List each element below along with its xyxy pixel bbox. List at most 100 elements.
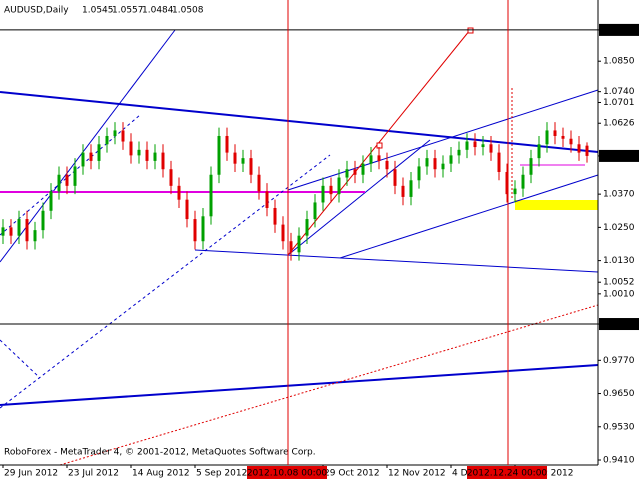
- candle-body: [401, 185, 405, 197]
- anchor: [467, 27, 474, 34]
- header-close: 1.0508: [172, 6, 204, 16]
- candle-body: [377, 155, 381, 161]
- candle-body: [297, 235, 301, 253]
- candle-body: [505, 171, 509, 195]
- candle-body: [513, 188, 517, 195]
- trendline: [0, 91, 599, 153]
- x-tick-label: 29 Jun 2012: [4, 469, 58, 479]
- y-tick-label: 1.0052: [603, 278, 635, 288]
- header-open: 1.0545: [82, 6, 114, 16]
- y-tick-label: 1.0130: [603, 256, 635, 266]
- candle-body: [185, 199, 189, 220]
- price-box: [599, 318, 639, 331]
- cursor-box: [467, 466, 547, 479]
- x-tick-label: 23 Jul 2012: [68, 469, 119, 479]
- candle-body: [417, 166, 421, 181]
- cursor-box: [247, 466, 327, 479]
- copyright: RoboForex - MetaTrader 4, © 2001-2012, M…: [4, 448, 316, 458]
- header-low: 1.0484: [142, 6, 174, 16]
- candle-body: [393, 169, 397, 186]
- candle-body: [449, 155, 453, 164]
- candle-body: [241, 158, 245, 164]
- candle-body: [9, 227, 13, 236]
- candle-body: [161, 152, 165, 170]
- candle-body: [361, 163, 365, 175]
- candle-body: [257, 174, 261, 192]
- y-tick-label: 0.9530: [603, 422, 635, 432]
- candle-body: [569, 138, 573, 145]
- candle-body: [545, 130, 549, 145]
- price-box: [599, 149, 639, 162]
- y-tick-label: 0.9770: [603, 356, 635, 366]
- candle-body: [561, 135, 565, 139]
- candle-body: [305, 219, 309, 236]
- trendline: [194, 249, 599, 273]
- candle-body: [529, 158, 533, 175]
- x-tick-label: 14 Aug 2012: [132, 469, 190, 479]
- y-tick-label: 0.9650: [603, 389, 635, 399]
- cursor-label: 2012.12.24 00:00: [467, 469, 548, 479]
- candle-body: [105, 135, 109, 145]
- candle-body: [73, 166, 77, 186]
- candle-body: [313, 202, 317, 220]
- candle-body: [409, 180, 413, 197]
- candle-body: [225, 135, 229, 153]
- y-tick-label: 1.0010: [603, 289, 635, 299]
- y-tick-label: 1.0370: [603, 190, 635, 200]
- y-tick-label: 1.0740: [603, 87, 635, 97]
- candle-body: [369, 155, 373, 164]
- trendline: [59, 304, 599, 466]
- candle-body: [281, 224, 285, 242]
- candle-body: [553, 130, 557, 136]
- candle-body: [289, 241, 293, 253]
- trendline: [0, 114, 141, 236]
- candle-body: [89, 152, 93, 161]
- candle-body: [65, 174, 69, 186]
- candle-body: [49, 191, 53, 211]
- candle-body: [25, 219, 29, 242]
- candle-body: [209, 174, 213, 217]
- candle-body: [249, 158, 253, 175]
- candle-body: [97, 144, 101, 161]
- trendline: [0, 29, 176, 263]
- candle-body: [441, 163, 445, 170]
- candle-body: [473, 141, 477, 148]
- candle-body: [433, 158, 437, 170]
- candle-body: [169, 169, 173, 186]
- candle-body: [153, 152, 157, 161]
- candle-body: [353, 169, 357, 175]
- candle-body: [81, 152, 85, 167]
- candle-body: [233, 152, 237, 164]
- y-tick-label: 1.0963: [603, 25, 635, 35]
- candle-body: [329, 185, 333, 195]
- y-tick-label: 0.9901: [603, 320, 635, 330]
- candle-body: [217, 135, 221, 175]
- candle-body: [345, 169, 349, 178]
- trendline: [287, 139, 431, 256]
- candle-body: [33, 230, 37, 242]
- candle-body: [177, 185, 181, 200]
- candle-body: [457, 149, 461, 156]
- trendlines: [0, 27, 599, 466]
- candle-body: [265, 191, 269, 208]
- trendline: [0, 364, 599, 406]
- candle-body: [121, 130, 125, 142]
- trendline: [287, 89, 599, 191]
- candle-body: [201, 216, 205, 242]
- candle-body: [537, 144, 541, 159]
- candle-body: [497, 152, 501, 172]
- candle-body: [113, 130, 117, 136]
- y-tick-label: 0.9410: [603, 456, 635, 466]
- symbol: AUDUSD,Daily: [4, 6, 69, 16]
- zone: [515, 200, 598, 210]
- x-tick-label: 5 Sep 2012: [196, 469, 247, 479]
- candle-body: [321, 185, 325, 203]
- candle-body: [521, 174, 525, 189]
- candle-body: [17, 219, 21, 236]
- y-tick-label: 1.0701: [603, 98, 635, 108]
- candle-body: [577, 144, 581, 153]
- x-tick-label: 12 Nov 2012: [388, 469, 446, 479]
